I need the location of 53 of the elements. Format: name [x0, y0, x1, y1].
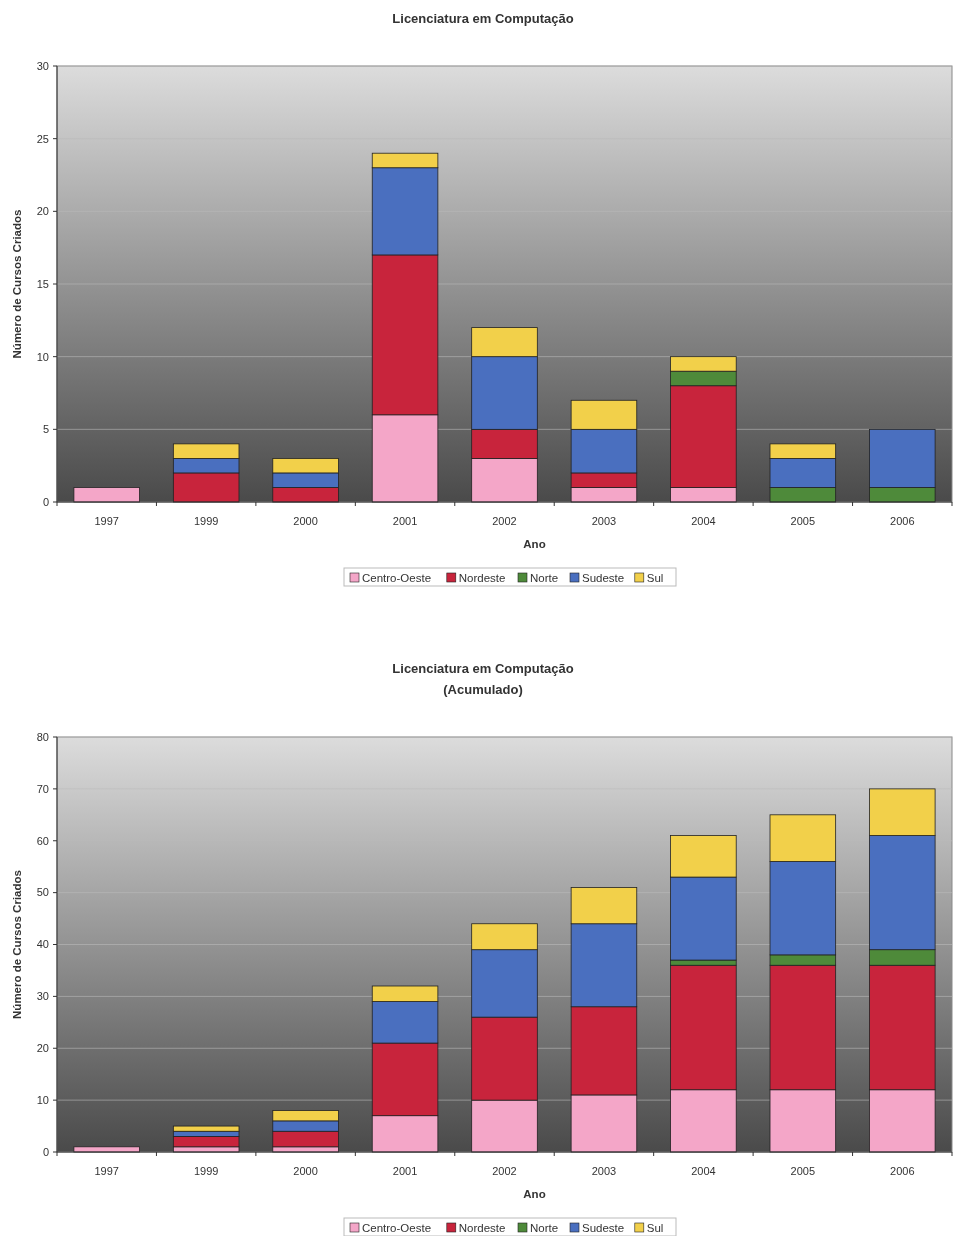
- bar: [172, 1136, 240, 1148]
- y-tick-label: 40: [36, 938, 49, 951]
- y-tick-label: 5: [42, 423, 49, 436]
- x-tick-label: 2000: [293, 1165, 318, 1177]
- legend-label: Norte: [530, 571, 559, 584]
- legend-label: Sul: [646, 1221, 664, 1234]
- x-tick-label: 2005: [790, 1165, 816, 1177]
- x-tick-label: 2003: [591, 515, 617, 527]
- chart-title: Licenciatura em Computação: [392, 11, 574, 26]
- x-tick-label: 2006: [890, 1165, 915, 1177]
- x-tick-label: 2002: [492, 515, 517, 527]
- x-tick-label: 2000: [293, 515, 318, 527]
- x-tick-label: 2004: [691, 515, 716, 527]
- x-tick-label: 2004: [691, 1165, 716, 1177]
- bar: [73, 487, 140, 503]
- x-tick-label: 1997: [94, 515, 119, 527]
- y-tick-label: 10: [36, 350, 49, 363]
- legend-label: Sul: [646, 571, 664, 584]
- y-axis-title: Número de Cursos Criados: [11, 209, 23, 359]
- y-tick-label: 25: [36, 132, 49, 145]
- x-tick-label: 2006: [890, 515, 915, 527]
- y-tick-label: 0: [42, 1145, 49, 1158]
- legend-label: Norte: [530, 1221, 559, 1234]
- chart-subtitle: (Acumulado): [443, 682, 523, 697]
- legend-label: Nordeste: [458, 571, 506, 584]
- legend-label: Sudeste: [582, 1221, 625, 1234]
- x-tick-label: 2003: [591, 1165, 617, 1177]
- legend-label: Centro-Oeste: [362, 571, 432, 584]
- y-tick-label: 10: [36, 1093, 49, 1106]
- x-tick-label: 2001: [392, 1165, 418, 1177]
- x-tick-label: 1999: [193, 515, 219, 527]
- y-tick-label: 15: [36, 277, 49, 290]
- y-tick-label: 60: [36, 834, 49, 847]
- y-tick-label: 70: [36, 782, 49, 795]
- x-axis-title: Ano: [523, 1188, 546, 1200]
- y-tick-label: 20: [36, 1042, 49, 1055]
- x-tick-label: 2001: [392, 515, 418, 527]
- y-tick-label: 80: [36, 730, 49, 743]
- legend-label: Sudeste: [582, 571, 625, 584]
- y-tick-label: 50: [36, 886, 49, 899]
- chart-title: Licenciatura em Computação: [392, 661, 574, 676]
- y-axis-title: Número de Cursos Criados: [11, 870, 23, 1019]
- x-tick-label: 1997: [94, 1165, 119, 1177]
- y-tick-label: 30: [36, 59, 49, 72]
- x-axis-title: Ano: [523, 538, 546, 550]
- y-tick-label: 20: [36, 205, 49, 218]
- legend-label: Centro-Oeste: [362, 1221, 432, 1234]
- x-tick-label: 2005: [790, 515, 816, 527]
- x-tick-label: 1999: [193, 1165, 219, 1177]
- y-tick-label: 30: [36, 990, 49, 1003]
- y-tick-label: 0: [42, 495, 49, 508]
- x-tick-label: 2002: [492, 1165, 517, 1177]
- legend-label: Nordeste: [458, 1221, 506, 1234]
